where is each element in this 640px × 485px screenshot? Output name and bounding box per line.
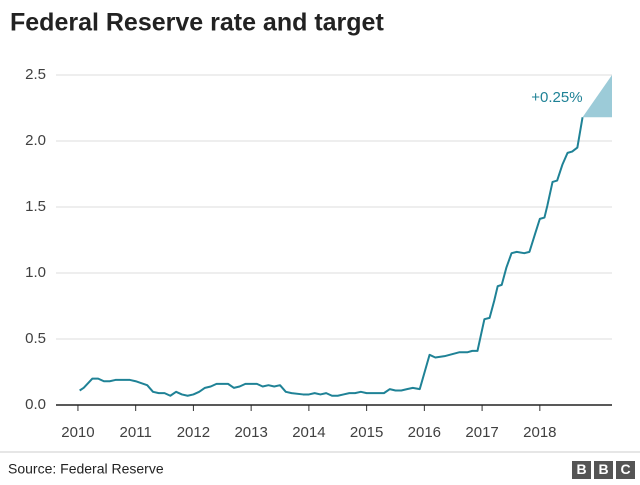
x-tick-label: 2013 bbox=[234, 424, 267, 441]
x-tick-label: 2012 bbox=[177, 424, 210, 441]
y-tick-label: 1.0 bbox=[25, 264, 46, 281]
logo-letter: C bbox=[620, 461, 630, 477]
target-range bbox=[582, 75, 612, 118]
source: Source: Federal Reserve bbox=[8, 461, 164, 477]
logo bbox=[572, 461, 635, 479]
y-tick-label: 0.5 bbox=[25, 330, 46, 347]
x-tick-label: 2016 bbox=[408, 424, 441, 441]
x-tick-label: 2017 bbox=[465, 424, 498, 441]
x-tick-label: 2011 bbox=[120, 424, 152, 441]
y-tick-label: 1.5 bbox=[25, 198, 46, 215]
x-tick-label: 2014 bbox=[292, 424, 325, 441]
x-tick-label: 2010 bbox=[61, 424, 94, 441]
y-tick-label: 0.0 bbox=[25, 396, 46, 413]
x-tick-label: 2015 bbox=[350, 424, 383, 441]
rate-line bbox=[79, 117, 584, 397]
y-tick-label: 2.5 bbox=[25, 66, 46, 83]
logo-letter: B bbox=[598, 461, 608, 477]
logo-letter: B bbox=[576, 461, 586, 477]
chart-title: Federal Reserve rate and target bbox=[10, 9, 384, 37]
y-tick-label: 2.0 bbox=[25, 132, 46, 149]
x-tick-label: 2018 bbox=[523, 424, 556, 441]
annotation: +0.25% bbox=[531, 89, 582, 106]
